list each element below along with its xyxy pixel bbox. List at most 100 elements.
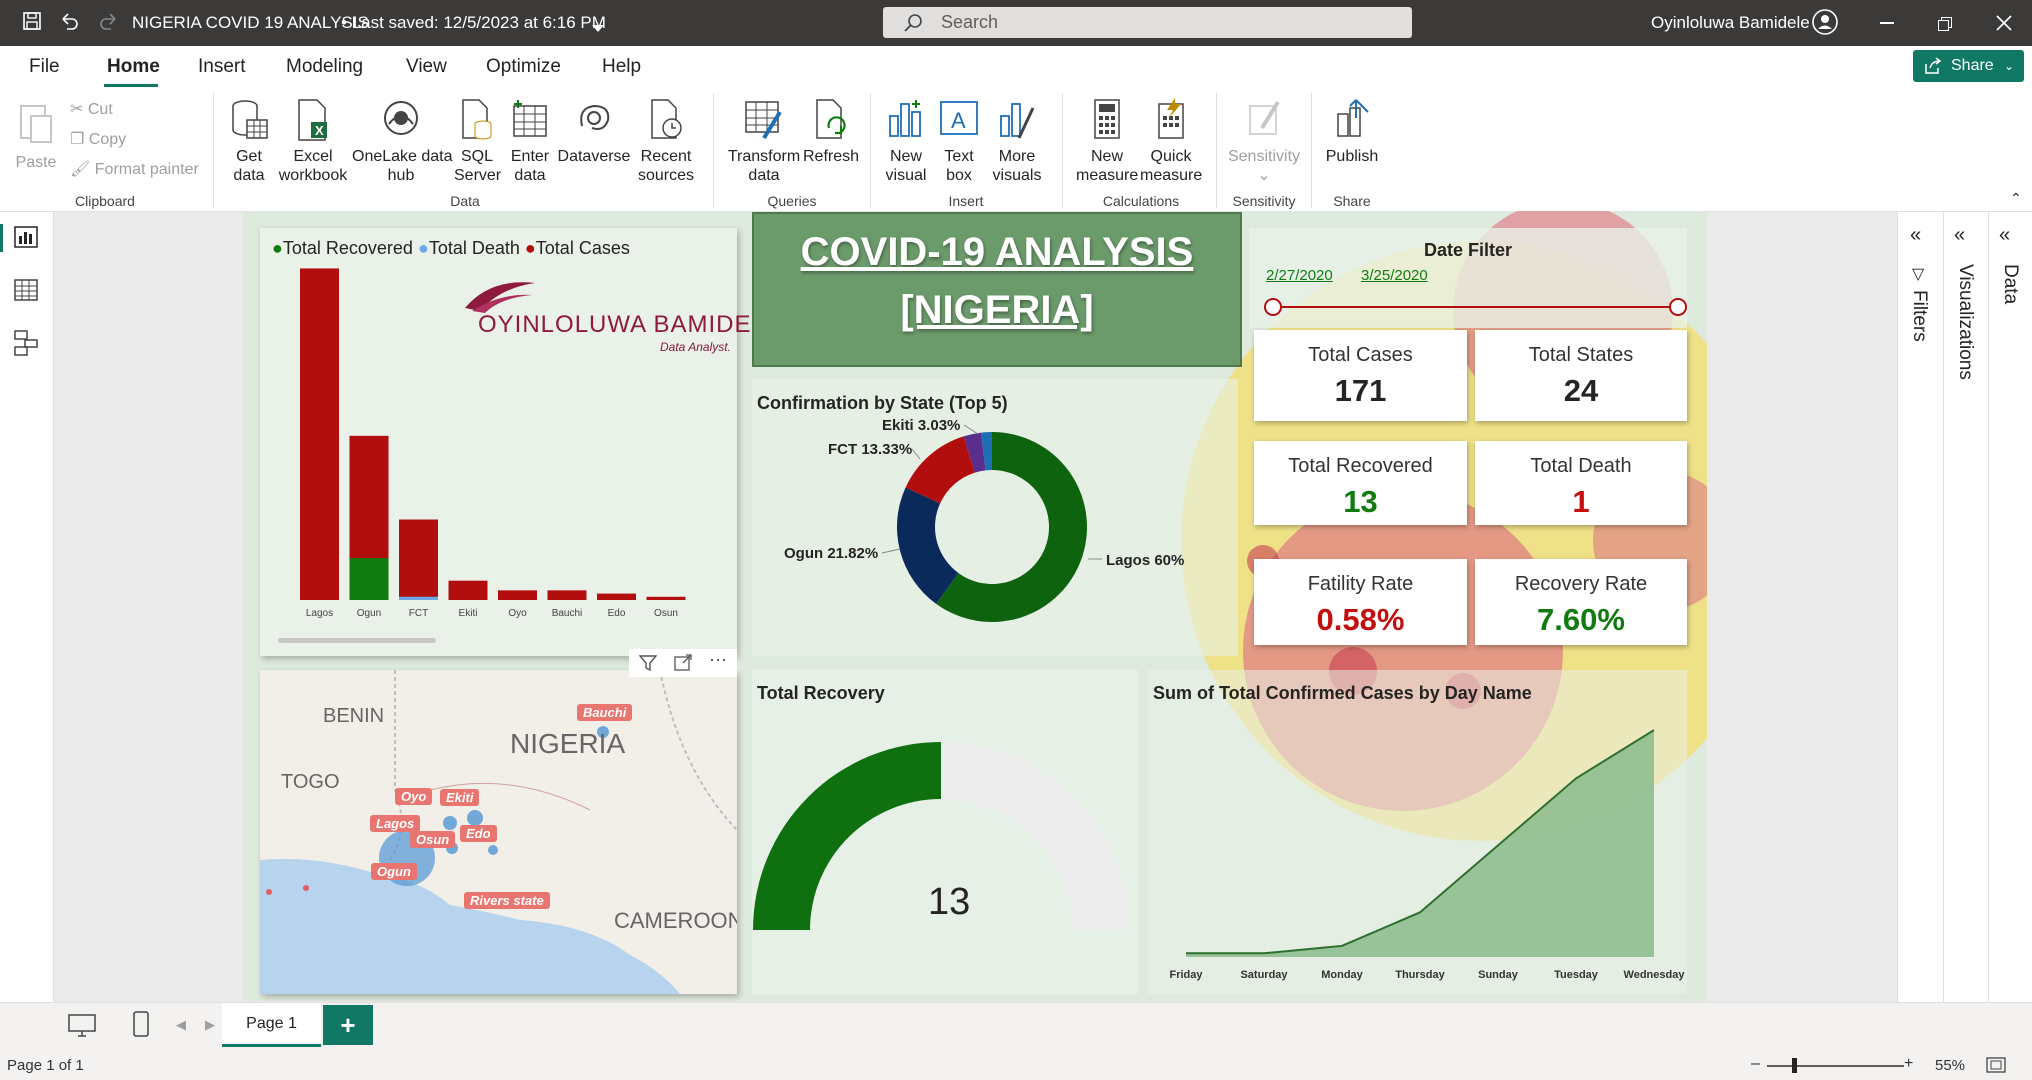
model-view-icon[interactable]: [14, 330, 38, 361]
x-tick-label: Oyo: [508, 608, 527, 619]
donut-chart-card[interactable]: Confirmation by State (Top 5) Ekiti 3.03…: [752, 379, 1238, 656]
new-visual-icon: [889, 100, 921, 137]
x-tick-label: Ekiti: [459, 608, 478, 619]
format-painter-button[interactable]: 🖌 Format painter: [70, 161, 199, 178]
save-icon[interactable]: [22, 11, 42, 36]
refresh-button[interactable]: Refresh: [802, 98, 860, 166]
chevron-down-icon: ⌄: [1257, 167, 1271, 184]
avatar-icon[interactable]: [1812, 9, 1838, 40]
expand-chevron-icon[interactable]: «: [1999, 224, 2011, 246]
search-input[interactable]: Search: [941, 12, 999, 32]
visualizations-pane-collapsed[interactable]: « Visualizations: [1944, 212, 1989, 1002]
gauge-title: Total Recovery: [757, 683, 885, 703]
menu-modeling[interactable]: Modeling: [286, 56, 364, 77]
quick-measure-button[interactable]: Quick measure: [1140, 98, 1202, 185]
date-slider-end-handle[interactable]: [1669, 298, 1687, 316]
restore-icon[interactable]: [1938, 16, 1952, 36]
clipboard-group-label: Clipboard: [75, 193, 135, 209]
paintbrush-icon: 🖌: [70, 161, 91, 178]
fit-to-page-icon[interactable]: [1986, 1057, 2006, 1077]
menu-insert[interactable]: Insert: [198, 56, 246, 77]
refresh-icon: [816, 99, 846, 139]
text-box-button[interactable]: A Text box: [936, 98, 982, 185]
excel-icon: X: [298, 99, 327, 141]
new-measure-button[interactable]: New measure: [1076, 98, 1138, 185]
zoom-slider[interactable]: [1767, 1065, 1904, 1067]
database-icon: [232, 100, 268, 139]
sql-server-button[interactable]: SQL Server: [454, 98, 501, 185]
collapse-ribbon-icon[interactable]: ⌃: [2010, 190, 2022, 206]
zoom-out-icon[interactable]: –: [1751, 1055, 1760, 1072]
area-chart-title: Sum of Total Confirmed Cases by Day Name: [1153, 683, 1532, 703]
share-button[interactable]: Share ⌄: [1913, 50, 2024, 82]
bar-total-cases: [547, 590, 587, 600]
map-label-ekiti: Ekiti: [440, 789, 480, 806]
focus-mode-icon[interactable]: [674, 654, 692, 677]
dataverse-button[interactable]: Dataverse: [556, 98, 632, 166]
page-tabs-bar: ◀ ▶ Page 1 +: [0, 1002, 2032, 1052]
more-options-icon[interactable]: ⋯: [709, 650, 727, 670]
horizontal-scrollbar[interactable]: [278, 638, 436, 643]
mobile-layout-icon[interactable]: [132, 1011, 150, 1044]
menu-file[interactable]: File: [29, 56, 60, 77]
transform-data-button[interactable]: Transform data: [726, 98, 802, 185]
filters-pane-collapsed[interactable]: « ▽ Filters: [1898, 212, 1944, 1002]
chart-legend: ●Total Recovered ●Total Death ●Total Cas…: [272, 238, 630, 259]
map-label-edo: Edo: [460, 825, 497, 842]
date-to-input[interactable]: 3/25/2020: [1361, 267, 1428, 284]
desktop-layout-icon[interactable]: [68, 1013, 96, 1044]
stacked-bar-chart-card[interactable]: ●Total Recovered ●Total Death ●Total Cas…: [260, 228, 782, 656]
data-pane-collapsed[interactable]: « Data: [1989, 212, 2032, 1002]
more-visuals-button[interactable]: More visuals: [986, 98, 1048, 185]
report-view-icon[interactable]: [14, 226, 38, 253]
next-page-icon[interactable]: ▶: [205, 1017, 215, 1032]
copy-button[interactable]: ❐ Copy: [70, 131, 127, 148]
map-label-cameroon: CAMEROON: [614, 908, 737, 933]
add-page-button[interactable]: +: [323, 1005, 373, 1045]
menu-home[interactable]: Home: [107, 56, 160, 77]
map-label-nigeria: NIGERIA: [510, 728, 626, 759]
cut-button[interactable]: ✂ Cut: [70, 101, 113, 118]
minimize-icon[interactable]: [1880, 22, 1894, 24]
search-box[interactable]: Search: [883, 7, 1412, 38]
date-from-input[interactable]: 2/27/2020: [1266, 267, 1333, 284]
menu-optimize[interactable]: Optimize: [486, 56, 561, 77]
close-icon[interactable]: [1996, 15, 2012, 36]
menu-view[interactable]: View: [406, 56, 447, 77]
map-visual[interactable]: BENIN NIGERIA TOGO CAMEROON Bauchi Oyo E…: [260, 670, 737, 994]
publish-icon: [1337, 99, 1369, 137]
expand-chevron-icon[interactable]: «: [1910, 224, 1922, 246]
dataverse-icon: [580, 104, 610, 130]
previous-page-icon[interactable]: ◀: [176, 1017, 186, 1032]
undo-icon[interactable]: [58, 10, 80, 37]
tab-page-1[interactable]: Page 1: [222, 1003, 321, 1047]
x-tick-label: Monday: [1321, 969, 1363, 981]
publish-button[interactable]: Publish: [1320, 98, 1384, 166]
date-slider-start-handle[interactable]: [1264, 298, 1282, 316]
x-tick-label: Ogun: [357, 608, 381, 619]
report-page: ●Total Recovered ●Total Death ●Total Cas…: [243, 211, 1707, 1001]
chevron-down-icon[interactable]: [592, 18, 604, 38]
kpi-total-cases: Total Cases 171: [1254, 330, 1467, 421]
new-visual-button[interactable]: New visual: [884, 98, 928, 185]
ribbon-divider: [1216, 93, 1217, 208]
paste-button[interactable]: Paste: [14, 100, 58, 172]
recent-sources-button[interactable]: Recent sources: [632, 98, 700, 185]
gauge-fill: [753, 742, 941, 930]
excel-workbook-button[interactable]: X Excel workbook: [278, 98, 348, 185]
gauge-card[interactable]: Total Recovery 13: [752, 670, 1138, 994]
expand-chevron-icon[interactable]: «: [1954, 224, 1966, 246]
redo-icon[interactable]: [98, 10, 120, 37]
sensitivity-button[interactable]: Sensitivity ⌄: [1224, 98, 1304, 185]
filter-icon[interactable]: [638, 654, 658, 677]
get-data-button[interactable]: Get data: [224, 98, 274, 185]
table-view-icon[interactable]: [14, 279, 38, 306]
onelake-button[interactable]: OneLake data hub: [352, 98, 453, 185]
enter-data-button[interactable]: Enter data: [508, 98, 552, 185]
menu-help[interactable]: Help: [602, 56, 642, 77]
area-chart-card[interactable]: Sum of Total Confirmed Cases by Day Name…: [1148, 670, 1687, 994]
x-tick-label: Sunday: [1478, 969, 1519, 981]
zoom-in-icon[interactable]: +: [1904, 1055, 1914, 1072]
zoom-slider-handle[interactable]: [1792, 1058, 1797, 1073]
date-filter-slicer[interactable]: Date Filter 2/27/2020 3/25/2020: [1249, 228, 1687, 328]
